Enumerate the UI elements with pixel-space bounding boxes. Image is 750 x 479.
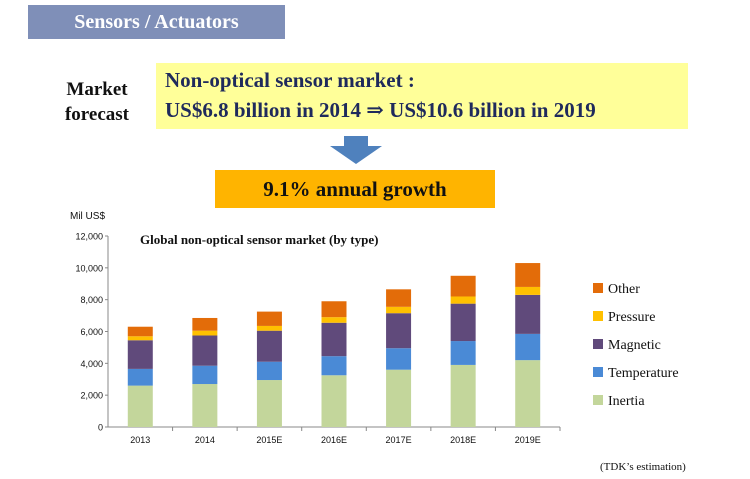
x-tick-label: 2019E — [515, 435, 541, 445]
legend-label-other: Other — [608, 282, 640, 297]
x-tick-label: 2018E — [450, 435, 476, 445]
estimation-note: (TDK’s estimation) — [600, 461, 686, 473]
market-label-line1: Market — [66, 79, 128, 100]
bar-magnetic-2016e — [321, 322, 347, 357]
bar-inertia-2017e — [386, 369, 412, 427]
bar-pressure-2014 — [192, 330, 218, 336]
y-tick-label: 10,000 — [75, 263, 103, 273]
y-tick-label: 2,000 — [80, 391, 103, 401]
bar-magnetic-2018e — [450, 303, 476, 342]
bar-inertia-2016e — [321, 375, 347, 427]
bar-pressure-2017e — [386, 306, 412, 314]
legend-swatch-inertia — [593, 395, 603, 405]
bar-inertia-2014 — [192, 384, 218, 427]
bar-inertia-2018e — [450, 364, 476, 427]
legend-label-inertia: Inertia — [608, 394, 645, 409]
legend-swatch-temperature — [593, 367, 603, 377]
bar-other-2019e — [515, 263, 541, 287]
bar-pressure-2018e — [450, 296, 476, 304]
bar-temperature-2014 — [192, 365, 218, 385]
legend-label-pressure: Pressure — [608, 310, 655, 325]
x-tick-label: 2016E — [321, 435, 347, 445]
bar-other-2014 — [192, 317, 218, 331]
down-arrow-icon — [330, 136, 382, 164]
bar-pressure-2015e — [256, 325, 282, 331]
market-forecast-label: Market forecast — [52, 77, 142, 127]
legend-swatch-other — [593, 283, 603, 293]
bar-pressure-2019e — [515, 286, 541, 295]
highlight-line1: Non-optical sensor market : — [165, 68, 415, 92]
market-label-line2: forecast — [64, 104, 129, 125]
bar-other-2018e — [450, 275, 476, 297]
bar-temperature-2016e — [321, 356, 347, 376]
bar-temperature-2018e — [450, 341, 476, 365]
bar-inertia-2019e — [515, 360, 541, 427]
bar-magnetic-2014 — [192, 335, 218, 366]
bar-inertia-2013 — [127, 385, 153, 427]
bar-temperature-2015e — [256, 361, 282, 381]
x-tick-label: 2013 — [130, 435, 150, 445]
bar-pressure-2013 — [127, 336, 153, 341]
x-tick-label: 2014 — [195, 435, 215, 445]
y-tick-label: 0 — [98, 423, 103, 433]
x-tick-label: 2017E — [386, 435, 412, 445]
bar-temperature-2013 — [127, 368, 153, 386]
bar-other-2017e — [386, 289, 412, 307]
bar-temperature-2019e — [515, 333, 541, 361]
y-tick-label: 12,000 — [75, 232, 103, 242]
x-tick-label: 2015E — [256, 435, 282, 445]
y-tick-label: 4,000 — [80, 359, 103, 369]
bar-magnetic-2015e — [256, 330, 282, 362]
bar-pressure-2016e — [321, 317, 347, 323]
legend-swatch-magnetic — [593, 339, 603, 349]
y-tick-label: 8,000 — [80, 295, 103, 305]
bar-other-2016e — [321, 301, 347, 318]
bar-inertia-2015e — [256, 380, 282, 427]
bar-other-2015e — [256, 311, 282, 326]
bar-magnetic-2017e — [386, 313, 412, 349]
y-axis-label: Mil US$ — [70, 211, 105, 222]
market-highlight-box: Non-optical sensor market : US$6.8 billi… — [156, 63, 688, 129]
growth-box: 9.1% annual growth — [215, 170, 495, 208]
highlight-line2: US$6.8 billion in 2014 ⇒ US$10.6 billion… — [165, 98, 596, 122]
bar-temperature-2017e — [386, 348, 412, 370]
bar-other-2013 — [127, 326, 153, 337]
slide-title: Sensors / Actuators — [28, 5, 285, 39]
legend-label-magnetic: Magnetic — [608, 338, 661, 353]
bar-magnetic-2013 — [127, 340, 153, 369]
legend-swatch-pressure — [593, 311, 603, 321]
bar-magnetic-2019e — [515, 294, 541, 334]
legend-label-temperature: Temperature — [608, 366, 679, 381]
y-tick-label: 6,000 — [80, 327, 103, 337]
chart-title: Global non-optical sensor market (by typ… — [140, 232, 378, 247]
